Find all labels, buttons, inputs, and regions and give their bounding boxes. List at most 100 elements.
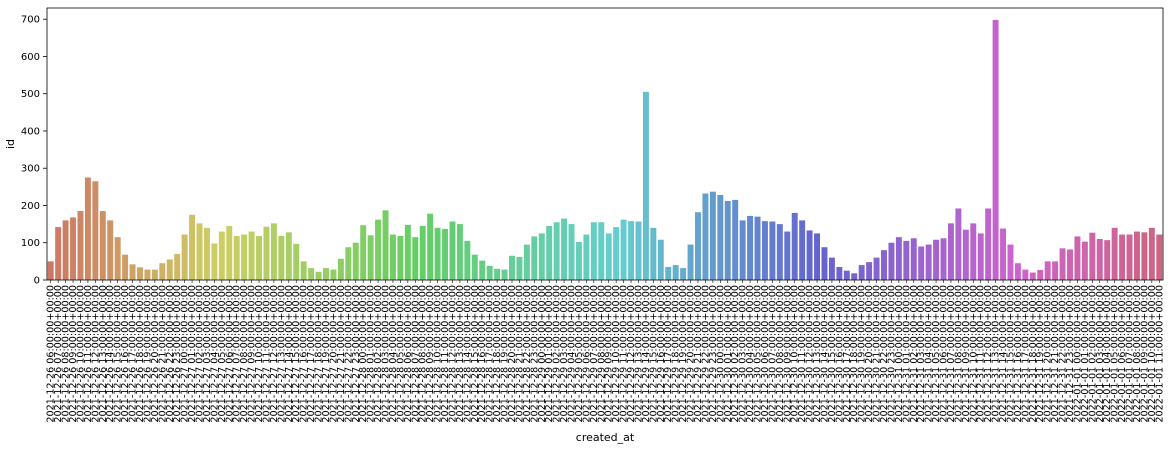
bar [657, 239, 664, 280]
x-tick-label: 2021-12-31 04:00:00+00:00 [924, 285, 935, 423]
x-tick-label: 2021-12-30 01:00:00+00:00 [723, 285, 734, 423]
bar [218, 231, 225, 280]
bar [211, 243, 218, 280]
x-tick-label: 2021-12-26 13:00:00+00:00 [98, 285, 109, 423]
bar [583, 234, 590, 280]
x-tick-label: 2021-12-27 03:00:00+00:00 [202, 285, 213, 423]
x-tick-label: 2021-12-26 06:00:00+00:00 [46, 285, 57, 423]
bar [1022, 269, 1029, 280]
bar [114, 237, 121, 280]
bar [546, 225, 553, 280]
y-tick-label: 0 [34, 276, 40, 287]
bar [494, 268, 501, 280]
x-tick-label: 2021-12-27 13:00:00+00:00 [276, 285, 287, 423]
x-tick-label: 2021-12-28 09:00:00+00:00 [425, 285, 436, 423]
x-tick-label: 2021-12-28 18:00:00+00:00 [492, 285, 503, 423]
x-tick-label: 2021-12-27 12:00:00+00:00 [269, 285, 280, 423]
bar [665, 266, 672, 280]
bar [858, 265, 865, 280]
x-tick-label: 2022-01-01 04:00:00+00:00 [1102, 285, 1113, 423]
x-tick-label: 2021-12-30 02:00:00+00:00 [730, 285, 741, 423]
bar [747, 215, 754, 280]
bar [590, 222, 597, 280]
y-tick-label: 400 [21, 126, 40, 137]
x-tick-label: 2021-12-28 06:00:00+00:00 [403, 285, 414, 423]
x-tick-label: 2021-12-30 15:00:00+00:00 [827, 285, 838, 423]
x-tick-label: 2021-12-30 12:00:00+00:00 [805, 285, 816, 423]
bar [256, 236, 263, 280]
x-tick-label: 2021-12-26 19:00:00+00:00 [142, 285, 153, 423]
x-tick-label: 2021-12-27 15:00:00+00:00 [291, 285, 302, 423]
x-tick-label: 2021-12-26 10:00:00+00:00 [75, 285, 86, 423]
bar [821, 247, 828, 280]
x-tick-label: 2021-12-26 08:00:00+00:00 [61, 285, 72, 423]
x-tick-label: 2021-12-30 04:00:00+00:00 [745, 285, 756, 423]
bar [456, 224, 463, 280]
bar [828, 257, 835, 280]
x-tick-label: 2022-01-01 09:00:00+00:00 [1139, 285, 1150, 423]
x-tick-label: 2021-12-26 11:00:00+00:00 [83, 285, 94, 423]
bar [605, 233, 612, 280]
x-tick-label: 2021-12-26 07:00:00+00:00 [53, 285, 64, 423]
bar [1148, 227, 1155, 280]
y-tick-label: 500 [21, 89, 40, 100]
bar [1126, 234, 1133, 280]
x-tick-label: 2021-12-26 18:00:00+00:00 [135, 285, 146, 423]
x-tick-label: 2021-12-29 23:00:00+00:00 [708, 285, 719, 423]
bar [836, 266, 843, 280]
x-tick-label: 2021-12-31 15:00:00+00:00 [1005, 285, 1016, 423]
x-tick-label: 2021-12-28 19:00:00+00:00 [500, 285, 511, 423]
x-tick-label: 2021-12-29 04:00:00+00:00 [567, 285, 578, 423]
x-tick-label: 2022-01-01 07:00:00+00:00 [1125, 285, 1136, 423]
bar [323, 268, 329, 280]
x-tick-label: 2021-12-28 14:00:00+00:00 [462, 285, 473, 423]
x-tick-label: 2021-12-29 07:00:00+00:00 [589, 285, 600, 423]
x-tick-label: 2021-12-28 07:00:00+00:00 [410, 285, 421, 423]
x-tick-label: 2021-12-31 07:00:00+00:00 [946, 285, 957, 423]
x-tick-label: 2021-12-27 01:00:00+00:00 [187, 285, 198, 423]
x-tick-label: 2022-01-01 03:00:00+00:00 [1095, 285, 1106, 423]
x-tick-label: 2021-12-30 20:00:00+00:00 [864, 285, 875, 423]
x-tick-label: 2021-12-31 05:00:00+00:00 [931, 285, 942, 423]
bar [427, 213, 434, 280]
x-tick-label: 2021-12-27 00:00:00+00:00 [180, 285, 191, 423]
x-tick-label: 2021-12-31 21:00:00+00:00 [1050, 285, 1061, 423]
x-tick-label: 2021-12-29 20:00:00+00:00 [686, 285, 697, 423]
bar [471, 254, 478, 280]
bar [791, 212, 798, 280]
bar [278, 236, 285, 280]
x-tick-label: 2021-12-29 06:00:00+00:00 [581, 285, 592, 423]
x-tick-label: 2021-12-30 08:00:00+00:00 [775, 285, 786, 423]
bar [189, 214, 196, 280]
bar [531, 236, 538, 280]
bar [903, 240, 910, 280]
y-tick-label: 300 [21, 164, 40, 175]
bar [814, 233, 821, 280]
x-tick-label: 2021-12-29 15:00:00+00:00 [648, 285, 659, 423]
bar [642, 91, 649, 280]
x-tick-label: 2021-12-27 20:00:00+00:00 [328, 285, 339, 423]
bar [412, 237, 419, 280]
x-tick-label: 2021-12-29 17:00:00+00:00 [663, 285, 674, 423]
x-tick-label: 2021-12-27 21:00:00+00:00 [336, 285, 347, 423]
x-tick-label: 2021-12-30 11:00:00+00:00 [797, 285, 808, 423]
bar [717, 195, 724, 280]
bar [77, 211, 84, 280]
x-tick-label: 2021-12-28 04:00:00+00:00 [388, 285, 399, 423]
x-tick-label: 2021-12-28 12:00:00+00:00 [447, 285, 458, 423]
x-tick-label: 2021-12-26 23:00:00+00:00 [172, 285, 183, 423]
x-tick-label: 2021-12-26 14:00:00+00:00 [105, 285, 116, 423]
x-tick-label: 2021-12-29 02:00:00+00:00 [552, 285, 563, 423]
bar [1067, 249, 1073, 280]
bar [389, 234, 396, 280]
y-tick-label: 600 [21, 52, 40, 63]
bar [137, 267, 143, 280]
x-tick-label: 2021-12-31 17:00:00+00:00 [1020, 285, 1031, 423]
bar [851, 273, 858, 280]
x-tick-label: 2021-12-28 01:00:00+00:00 [366, 285, 377, 423]
bar [709, 191, 716, 280]
x-tick-label: 2021-12-29 16:00:00+00:00 [656, 285, 667, 423]
bar [263, 226, 270, 280]
bar [1007, 244, 1014, 280]
